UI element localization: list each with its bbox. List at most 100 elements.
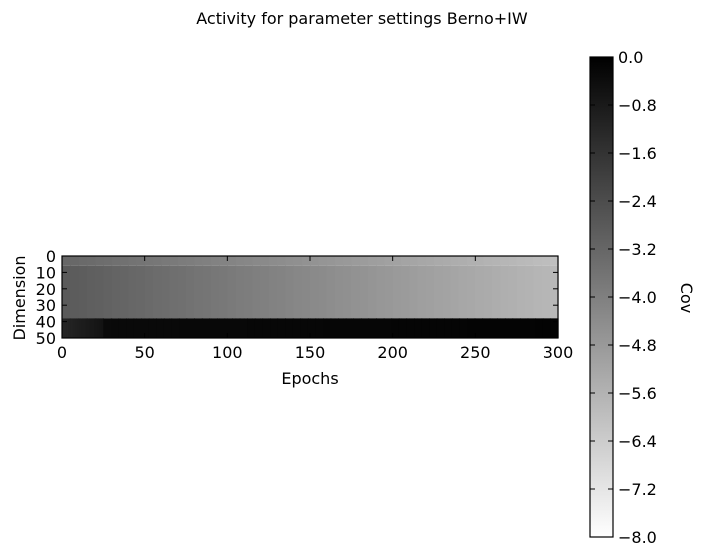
colorbar-tick-label: −7.2 xyxy=(618,480,657,499)
heatmap-cell xyxy=(421,318,430,338)
heatmap-cell xyxy=(77,318,80,338)
heatmap-cell xyxy=(70,256,80,266)
heatmap-cell xyxy=(235,256,245,266)
heatmap-cell xyxy=(376,265,385,319)
heatmap-cell xyxy=(66,318,68,338)
heatmap-cell xyxy=(69,318,71,338)
heatmap-cell xyxy=(409,256,419,266)
heatmap-cell xyxy=(91,318,93,338)
heatmap-cell xyxy=(235,265,245,319)
heatmap-cell xyxy=(483,265,493,319)
heatmap-cell xyxy=(549,256,559,266)
x-tick-label: 250 xyxy=(460,343,491,362)
colorbar-tick-label: −8.0 xyxy=(618,528,657,547)
heatmap-cell xyxy=(527,318,536,338)
heatmap-cell xyxy=(161,256,171,266)
heatmap-cell xyxy=(78,318,80,338)
heatmap-cell xyxy=(152,256,162,266)
heatmap-cell xyxy=(71,318,73,338)
heatmap-cell xyxy=(260,256,270,266)
heatmap-cell xyxy=(475,265,485,319)
heatmap-cell xyxy=(368,318,377,338)
heatmap-cell xyxy=(86,318,88,338)
heatmap-cell xyxy=(429,318,438,338)
heatmap-cell xyxy=(101,318,104,338)
heatmap-cell xyxy=(66,318,69,338)
heatmap-cell xyxy=(100,318,102,338)
colorbar-tick-label: 0.0 xyxy=(618,48,643,67)
heatmap-cell xyxy=(169,265,179,319)
heatmap-cell xyxy=(334,256,344,266)
y-tick-label: 40 xyxy=(36,313,56,332)
heatmap-cell xyxy=(76,318,78,338)
heatmap-cell xyxy=(186,318,195,338)
heatmap-cell xyxy=(111,265,121,319)
heatmap-cell xyxy=(310,265,319,319)
heatmap-cell xyxy=(95,265,104,319)
heatmap-cell xyxy=(451,318,461,338)
heatmap-cell xyxy=(262,318,271,338)
heatmap-cell xyxy=(136,256,146,266)
heatmap-cell xyxy=(442,265,452,319)
heatmap-cell xyxy=(227,265,237,319)
colorbar-tick-label: −0.8 xyxy=(618,96,657,115)
heatmap-cell xyxy=(194,318,203,338)
heatmap-cell xyxy=(119,265,129,319)
heatmap-cell xyxy=(323,318,332,338)
heatmap-cell xyxy=(141,318,150,338)
heatmap-cell xyxy=(508,256,518,266)
heatmap-cell xyxy=(94,318,96,338)
heatmap-cell xyxy=(119,256,129,266)
heatmap-cell xyxy=(179,318,188,338)
heatmap-cell xyxy=(353,318,362,338)
heatmap-cell xyxy=(171,318,180,338)
heatmap-cell xyxy=(524,265,534,319)
heatmap-cell xyxy=(210,265,220,319)
heatmap-cell xyxy=(78,265,88,319)
heatmap-cell xyxy=(512,318,521,338)
heatmap-cell xyxy=(252,256,261,266)
heatmap-cell xyxy=(268,265,278,319)
heatmap-cell xyxy=(285,265,295,319)
heatmap-cell xyxy=(186,265,195,319)
heatmap-cell xyxy=(252,265,261,319)
heatmap-cell xyxy=(367,265,377,319)
colorbar-tick-label: −2.4 xyxy=(618,192,657,211)
heatmap-cell xyxy=(533,256,543,266)
heatmap-cell xyxy=(391,318,400,338)
x-tick-label: 100 xyxy=(212,343,243,362)
heatmap-cell xyxy=(82,318,84,338)
heatmap-cell xyxy=(508,265,518,319)
heatmap-cell xyxy=(102,318,104,338)
heatmap-cell xyxy=(425,265,435,319)
heatmap-cell xyxy=(398,318,408,338)
heatmap-cell xyxy=(101,318,103,338)
heatmap-cell xyxy=(434,256,443,266)
heatmap-cell xyxy=(550,318,559,338)
heatmap-cell xyxy=(254,318,264,338)
heatmap-cell xyxy=(86,318,89,338)
heatmap-cell xyxy=(103,318,112,338)
heatmap-cell xyxy=(99,318,101,338)
heatmap-cell xyxy=(144,256,154,266)
colorbar-tick-label: −5.6 xyxy=(618,384,657,403)
heatmap-cell xyxy=(359,256,369,266)
chart-title: Activity for parameter settings Berno+IW xyxy=(196,9,528,28)
colorbar-tick-label: −4.0 xyxy=(618,288,657,307)
heatmap-cell xyxy=(417,265,427,319)
x-tick-label: 0 xyxy=(57,343,67,362)
heatmap-cell xyxy=(110,318,120,338)
heatmap-cell xyxy=(425,256,435,266)
heatmap-cell xyxy=(136,265,146,319)
heatmap-cell xyxy=(293,256,303,266)
heatmap-cell xyxy=(247,318,256,338)
heatmap-cell xyxy=(95,256,104,266)
heatmap-cell xyxy=(97,318,100,338)
heatmap-cell xyxy=(111,256,121,266)
heatmap-cell xyxy=(144,265,154,319)
colorbar-ticks: 0.0 −0.8 −1.6 −2.4 −3.2 −4.0 −4.8 −5.6 −6.4 −7.2 −… xyxy=(590,48,657,547)
heatmap-cell xyxy=(152,265,162,319)
heatmap-cell xyxy=(516,265,526,319)
heatmap-cell xyxy=(72,318,74,338)
